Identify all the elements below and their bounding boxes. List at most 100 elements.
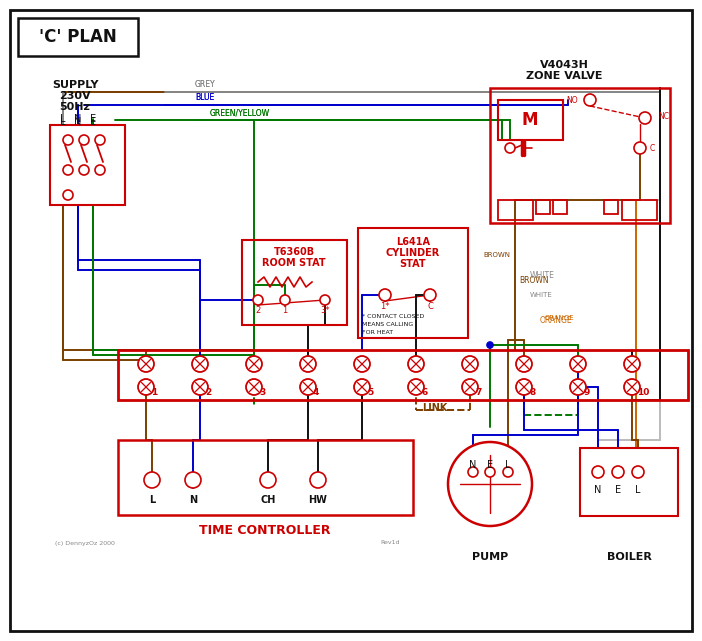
Text: BLUE: BLUE xyxy=(195,93,214,102)
Circle shape xyxy=(592,466,604,478)
Circle shape xyxy=(612,466,624,478)
Text: E: E xyxy=(615,485,621,495)
Text: L: L xyxy=(149,495,155,505)
Text: L: L xyxy=(505,460,511,470)
Text: 'C' PLAN: 'C' PLAN xyxy=(39,28,117,46)
Circle shape xyxy=(354,356,370,372)
Circle shape xyxy=(260,472,276,488)
Circle shape xyxy=(280,295,290,305)
Text: GREEN/YELLOW: GREEN/YELLOW xyxy=(210,108,270,117)
Text: ORANGE: ORANGE xyxy=(540,315,573,324)
Circle shape xyxy=(300,379,316,395)
Text: N: N xyxy=(189,495,197,505)
Text: SUPPLY: SUPPLY xyxy=(52,80,98,90)
Text: ROOM STAT: ROOM STAT xyxy=(262,258,326,268)
Circle shape xyxy=(570,356,586,372)
Text: 1*: 1* xyxy=(380,301,390,310)
Text: 4: 4 xyxy=(313,388,319,397)
Circle shape xyxy=(570,379,586,395)
Text: E: E xyxy=(90,117,96,127)
Text: CH: CH xyxy=(260,495,276,505)
Text: V4043H: V4043H xyxy=(540,60,588,70)
Text: E: E xyxy=(90,114,96,124)
Text: 7: 7 xyxy=(475,388,482,397)
Text: N: N xyxy=(74,117,81,127)
Circle shape xyxy=(185,472,201,488)
Text: T6360B: T6360B xyxy=(274,247,314,257)
Text: N: N xyxy=(470,460,477,470)
Circle shape xyxy=(144,472,160,488)
Text: ZONE VALVE: ZONE VALVE xyxy=(526,71,602,81)
Circle shape xyxy=(505,143,515,153)
Circle shape xyxy=(448,442,532,526)
Text: BROWN: BROWN xyxy=(519,276,549,285)
Circle shape xyxy=(192,356,208,372)
Text: 5: 5 xyxy=(367,388,373,397)
Text: N: N xyxy=(595,485,602,495)
Circle shape xyxy=(408,379,424,395)
Text: CYLINDER: CYLINDER xyxy=(386,248,440,258)
Text: (c) DennyzOz 2000: (c) DennyzOz 2000 xyxy=(55,540,115,545)
Text: L: L xyxy=(60,114,66,124)
Circle shape xyxy=(79,135,89,145)
Text: WHITE: WHITE xyxy=(530,292,552,298)
Text: L: L xyxy=(60,117,66,127)
Text: 2: 2 xyxy=(256,306,260,315)
Circle shape xyxy=(424,289,436,301)
Text: PUMP: PUMP xyxy=(472,552,508,562)
Circle shape xyxy=(468,467,478,477)
Text: 6: 6 xyxy=(421,388,428,397)
Circle shape xyxy=(639,112,651,124)
Text: 8: 8 xyxy=(529,388,535,397)
Text: BLUE: BLUE xyxy=(195,93,214,102)
Circle shape xyxy=(584,94,596,106)
Circle shape xyxy=(408,356,424,372)
Text: STAT: STAT xyxy=(399,259,426,269)
Text: 230V: 230V xyxy=(59,91,91,101)
Text: 9: 9 xyxy=(583,388,590,397)
Text: 2: 2 xyxy=(205,388,211,397)
Circle shape xyxy=(63,190,73,200)
Text: L: L xyxy=(635,485,641,495)
Text: M: M xyxy=(522,111,538,129)
Text: HW: HW xyxy=(309,495,327,505)
Circle shape xyxy=(79,165,89,175)
Text: L641A: L641A xyxy=(396,237,430,247)
Circle shape xyxy=(379,289,391,301)
Text: Rev1d: Rev1d xyxy=(380,540,399,545)
Text: C: C xyxy=(650,144,655,153)
Circle shape xyxy=(624,356,640,372)
Circle shape xyxy=(503,467,513,477)
Text: MEANS CALLING: MEANS CALLING xyxy=(362,322,413,326)
Circle shape xyxy=(246,379,262,395)
Text: GREY: GREY xyxy=(195,80,216,89)
Text: NC: NC xyxy=(658,112,669,121)
Circle shape xyxy=(300,356,316,372)
Text: 1: 1 xyxy=(151,388,157,397)
Text: ORANGE: ORANGE xyxy=(545,315,575,321)
Circle shape xyxy=(462,356,478,372)
Text: FOR HEAT: FOR HEAT xyxy=(362,329,393,335)
Text: N: N xyxy=(74,114,81,124)
Text: 3*: 3* xyxy=(320,306,330,315)
Text: * CONTACT CLOSED: * CONTACT CLOSED xyxy=(362,313,424,319)
Text: NO: NO xyxy=(567,96,578,104)
Circle shape xyxy=(138,356,154,372)
Circle shape xyxy=(624,379,640,395)
Text: WHITE: WHITE xyxy=(530,271,555,279)
Circle shape xyxy=(462,379,478,395)
Circle shape xyxy=(354,379,370,395)
Circle shape xyxy=(95,165,105,175)
Circle shape xyxy=(138,379,154,395)
Circle shape xyxy=(485,467,495,477)
Circle shape xyxy=(63,165,73,175)
Text: BOILER: BOILER xyxy=(607,552,651,562)
Circle shape xyxy=(246,356,262,372)
Circle shape xyxy=(320,295,330,305)
Circle shape xyxy=(487,342,493,348)
Text: GREEN/YELLOW: GREEN/YELLOW xyxy=(210,108,270,117)
Circle shape xyxy=(516,356,532,372)
Text: TIME CONTROLLER: TIME CONTROLLER xyxy=(199,524,331,537)
Text: BROWN: BROWN xyxy=(483,252,510,258)
Text: 3: 3 xyxy=(259,388,265,397)
